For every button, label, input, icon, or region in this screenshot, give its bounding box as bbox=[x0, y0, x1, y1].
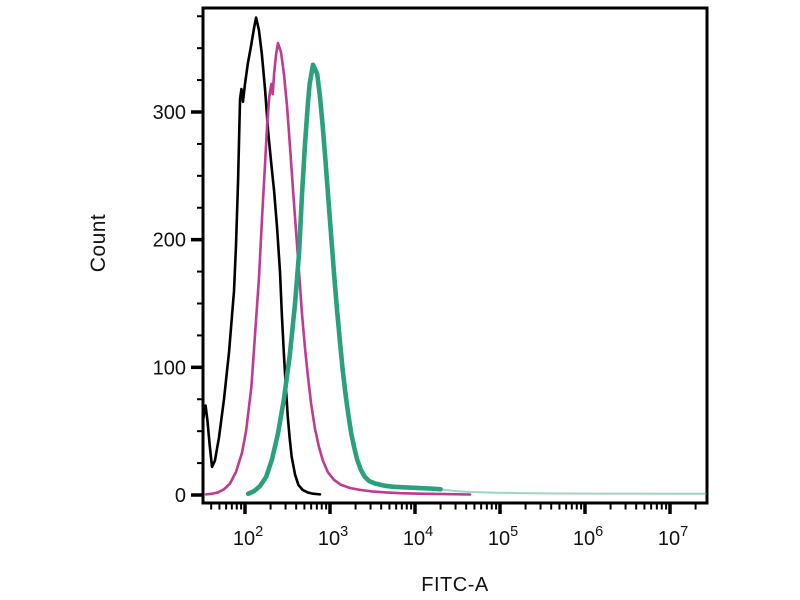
y-tick-label: 300 bbox=[153, 102, 186, 124]
x-tick-label: 106 bbox=[573, 524, 603, 550]
x-tick-label: 102 bbox=[233, 524, 263, 550]
curve-teal bbox=[245, 62, 443, 497]
y-axis-title: Count bbox=[87, 213, 110, 273]
y-tick-label: 0 bbox=[175, 485, 186, 507]
curve-teal-tail bbox=[440, 488, 707, 495]
x-tick-label: 107 bbox=[658, 524, 688, 550]
y-tick-label: 100 bbox=[153, 357, 186, 379]
x-tick-label: 104 bbox=[403, 524, 433, 550]
y-tick-label: 200 bbox=[153, 230, 186, 252]
curve-magenta bbox=[204, 41, 472, 496]
x-tick-label: 103 bbox=[318, 524, 348, 550]
curve-black bbox=[201, 16, 322, 496]
x-axis-title: FITC-A bbox=[421, 574, 489, 596]
x-tick-label: 105 bbox=[488, 524, 518, 550]
